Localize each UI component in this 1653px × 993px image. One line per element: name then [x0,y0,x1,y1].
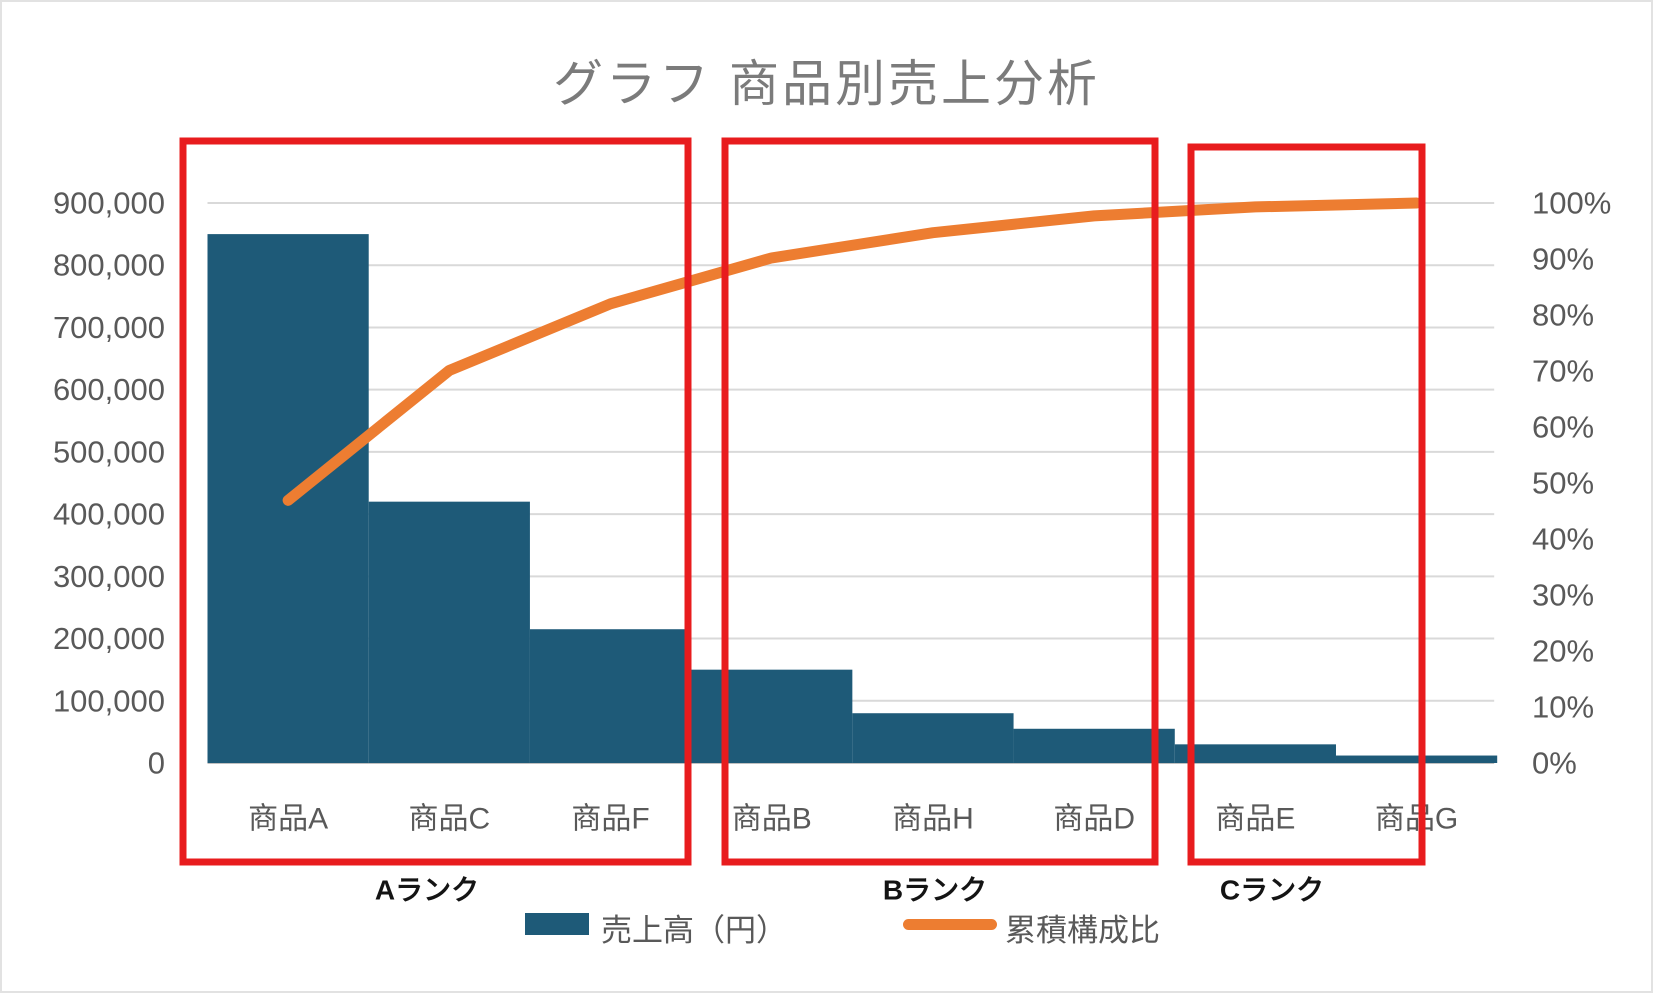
x-axis-label: 商品D [1053,803,1135,836]
rank-box-Bランク [721,137,1159,866]
x-axis-labels: 商品A 商品C 商品F 商品B 商品H 商品D 商品E 商品G [248,803,1458,836]
left-axis-tick-label: 900,000 [53,186,165,221]
left-axis-labels: 0 100,000 200,000 300,000 400,000 500,000 600,… [53,186,165,781]
legend-bar-swatch [525,913,589,935]
rank-annotation-boxes [179,137,1426,866]
left-axis-tick-label: 0 [148,746,165,781]
bar-商品G [1335,755,1498,763]
right-axis-tick-label: 80% [1532,298,1594,333]
rank-box-Aランク [179,137,692,866]
right-axis-tick-label: 10% [1532,690,1594,725]
rank-label: Cランク [1220,875,1324,906]
right-axis-tick-label: 60% [1532,410,1594,445]
x-axis-label: 商品E [1215,803,1295,836]
chart-title: グラフ 商品別売上分析 [553,56,1100,112]
right-axis-tick-label: 40% [1532,522,1594,557]
rank-box-Cランク [1187,143,1426,866]
bar-商品D [1013,728,1175,763]
legend-bar-label: 売上高（円） [601,913,787,948]
left-axis-tick-label: 200,000 [53,621,165,656]
left-axis-tick-label: 700,000 [53,310,165,345]
left-axis-tick-label: 400,000 [53,497,165,532]
legend-line-swatch [903,919,997,930]
legend-line-label: 累積構成比 [1005,913,1160,948]
bar-商品F [529,629,692,763]
left-axis-tick-label: 300,000 [53,559,165,594]
x-axis-label: 商品H [892,803,974,836]
x-axis-label: 商品C [408,803,490,836]
bar-商品C [368,501,530,763]
rank-label: Aランク [375,875,479,906]
right-axis-tick-label: 20% [1532,634,1594,669]
rank-label: Bランク [883,875,987,906]
bar-series [207,234,1498,764]
right-axis-tick-label: 100% [1532,186,1611,221]
x-axis-label: 商品B [732,803,812,836]
bar-商品H [852,713,1014,763]
right-axis-tick-label: 0% [1532,746,1577,781]
bar-商品E [1174,744,1336,763]
left-axis-tick-label: 500,000 [53,434,165,469]
cumulative-line-series [282,197,1423,506]
left-axis-tick-label: 100,000 [53,683,165,718]
rank-labels: Aランク Bランク Cランク [375,875,1324,906]
x-axis-label: 商品A [248,803,328,836]
x-axis-label: 商品G [1375,803,1458,836]
cumulative-line [282,197,1423,506]
right-axis-labels: 0% 10% 20% 30% 40% 50% 60% 70% 80% 90% 100% [1532,186,1611,781]
right-axis-tick-label: 70% [1532,354,1594,389]
left-axis-tick-label: 800,000 [53,248,165,283]
right-axis-tick-label: 90% [1532,242,1594,277]
bar-商品B [691,669,853,763]
left-axis-tick-label: 600,000 [53,372,165,407]
right-axis-tick-label: 30% [1532,578,1594,613]
right-axis-tick-label: 50% [1532,466,1594,501]
x-axis-label: 商品F [571,803,649,836]
